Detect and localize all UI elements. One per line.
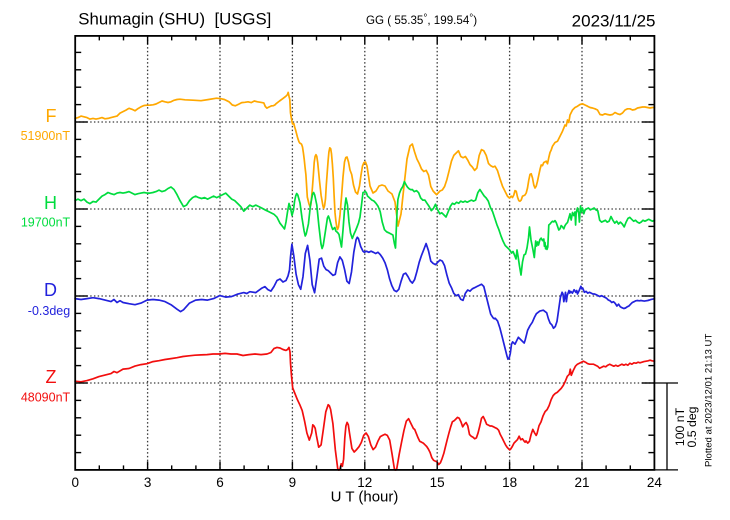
svg-text:9: 9 [289,475,297,490]
svg-text:0: 0 [71,475,79,490]
svg-text:19700nT: 19700nT [21,216,71,230]
svg-text:48090nT: 48090nT [21,391,71,405]
svg-text:0.5 deg: 0.5 deg [685,406,699,447]
svg-text:51900nT: 51900nT [21,129,71,143]
svg-text:3: 3 [144,475,152,490]
svg-text:GG ( 55.35°, 199.54°): GG ( 55.35°, 199.54°) [366,13,477,27]
svg-text:6: 6 [216,475,224,490]
svg-text:Shumagin (SHU) [USGS]: Shumagin (SHU) [USGS] [78,9,271,28]
svg-text:12: 12 [357,475,372,490]
svg-text:-0.3deg: -0.3deg [28,304,70,318]
svg-text:H: H [44,193,57,213]
svg-text:21: 21 [574,475,589,490]
svg-text:15: 15 [430,475,445,490]
svg-text:D: D [44,280,57,300]
svg-text:U T (hour): U T (hour) [331,489,399,506]
svg-text:Z: Z [46,367,57,387]
svg-text:24: 24 [647,475,663,490]
svg-text:F: F [46,106,57,126]
svg-text:18: 18 [502,475,517,490]
svg-text:100 nT: 100 nT [673,407,687,446]
svg-text:2023/11/25: 2023/11/25 [572,11,656,30]
svg-text:Plotted at 2023/12/01 21:13 UT: Plotted at 2023/12/01 21:13 UT [704,334,715,467]
